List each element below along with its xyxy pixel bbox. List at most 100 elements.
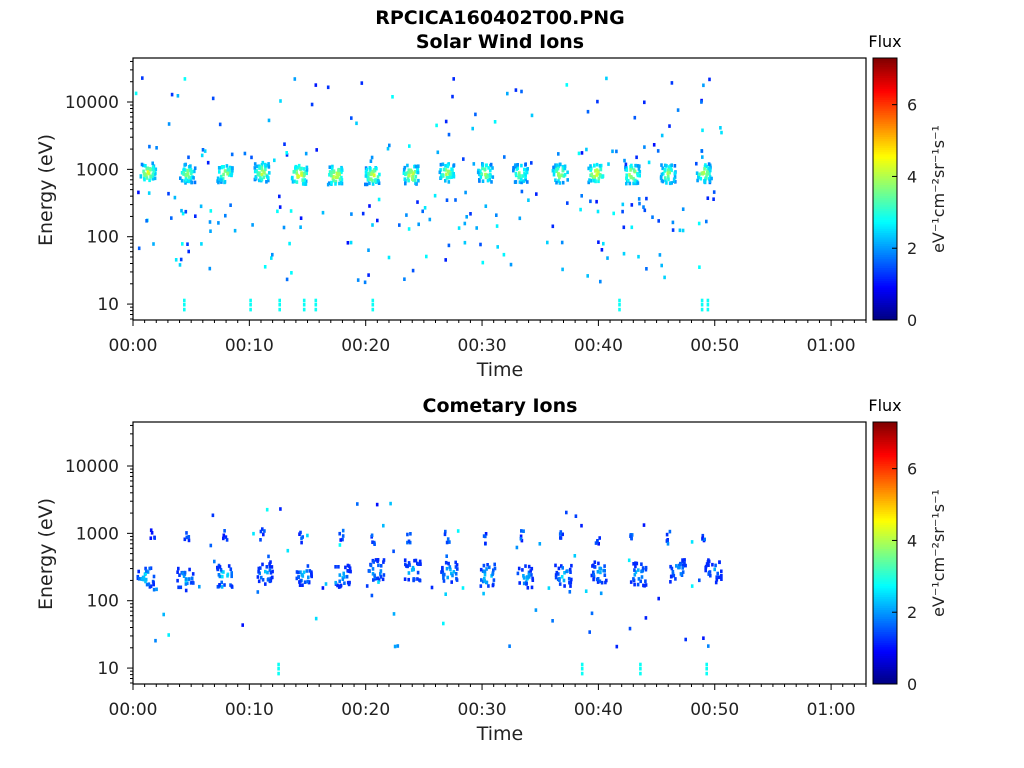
heatmap-cell: [596, 539, 599, 543]
heatmap-cell: [369, 177, 373, 181]
heatmap-cell: [444, 258, 447, 262]
heatmap-cell: [597, 542, 600, 546]
heatmap-cell: [151, 172, 155, 177]
heatmap-cell: [268, 564, 272, 569]
colorbar-segment: [873, 662, 897, 665]
heatmap-cell: [389, 501, 392, 506]
heatmap-cell: [229, 203, 232, 207]
colorbar-segment: [873, 511, 897, 515]
colorbar-segment: [873, 498, 897, 501]
colorbar-segment: [873, 295, 897, 299]
heatmap-cell: [230, 152, 234, 157]
heatmap-cell: [230, 584, 234, 588]
heatmap-cell: [289, 209, 293, 213]
colorbar-segment: [873, 539, 897, 543]
heatmap-cell: [611, 149, 614, 154]
heatmap-cell: [447, 162, 450, 166]
heatmap-cell: [368, 181, 371, 186]
heatmap-cell: [350, 116, 353, 120]
heatmap-cell: [596, 170, 600, 175]
heatmap-cell: [149, 168, 152, 172]
heatmap-cell: [579, 207, 582, 212]
heatmap-cell: [363, 280, 367, 285]
x-axis-label: Time: [476, 359, 524, 381]
heatmap-cell: [684, 563, 687, 568]
heatmap-cell: [553, 169, 556, 174]
heatmap-cell: [271, 252, 274, 257]
heatmap-cell: [527, 564, 531, 569]
heatmap-cell: [417, 562, 420, 566]
heatmap-cell: [338, 181, 341, 186]
heatmap-cell: [647, 160, 651, 165]
colorbar-segment: [873, 315, 897, 319]
colorbar-segment: [873, 489, 897, 493]
heatmap-cell: [265, 180, 268, 184]
colorbar: 0 2 4 6: [872, 421, 917, 694]
heatmap-cell: [378, 172, 381, 177]
heatmap-cell: [444, 119, 448, 124]
heatmap-cell: [371, 567, 375, 571]
heatmap-cell: [644, 616, 648, 620]
heatmap-cell: [277, 666, 280, 671]
heatmap-cell: [148, 566, 151, 571]
heatmap-cell: [370, 533, 374, 538]
heatmap-cell: [233, 228, 237, 233]
heatmap-cell: [630, 163, 633, 168]
heatmap-cell: [491, 572, 494, 577]
x-tick-label: 00:10: [225, 700, 274, 720]
heatmap-cell: [644, 583, 648, 587]
heatmap-cell: [355, 121, 358, 126]
colorbar-segment: [873, 441, 897, 445]
heatmap-cell: [559, 536, 562, 540]
heatmap-cell: [697, 221, 701, 226]
heatmap-cell: [290, 271, 293, 275]
colorbar-segment: [873, 199, 897, 203]
colorbar-segment: [873, 254, 897, 258]
heatmap-cell: [592, 573, 595, 577]
colorbar-segment: [873, 461, 897, 464]
heatmap-cell: [633, 568, 636, 572]
heatmap-cell: [296, 570, 300, 575]
colorbar-segment: [873, 138, 897, 142]
heatmap-cell: [145, 582, 149, 587]
heatmap-cell: [488, 565, 491, 570]
heatmap-cell: [618, 298, 621, 303]
heatmap-cell: [216, 565, 220, 570]
heatmap-cell: [407, 571, 411, 575]
heatmap-cell: [643, 145, 646, 149]
heatmap-cell: [569, 584, 572, 588]
heatmap-cell: [293, 179, 296, 184]
heatmap-cell: [372, 560, 375, 564]
colorbar-segment: [873, 317, 897, 321]
heatmap-cell: [567, 576, 571, 581]
heatmap-cell: [377, 580, 380, 584]
heatmap-cell: [315, 148, 318, 152]
panel-title: Solar Wind Ions: [416, 31, 584, 53]
heatmap-cell: [300, 540, 303, 545]
heatmap-cell: [346, 569, 349, 573]
colorbar-unit: eV⁻¹cm⁻²sr⁻¹s⁻¹: [929, 125, 948, 253]
colorbar-segment: [873, 147, 897, 151]
heatmap-cell: [441, 162, 445, 167]
heatmap-cell: [640, 562, 643, 566]
heatmap-cell: [454, 198, 457, 202]
heatmap-cell: [637, 568, 640, 572]
colorbar-segment: [873, 491, 897, 495]
heatmap-cell: [558, 181, 562, 185]
heatmap-cell: [525, 582, 528, 586]
heatmap-cell: [714, 563, 717, 568]
colorbar-segment: [873, 271, 897, 275]
colorbar-segment: [873, 116, 897, 120]
heatmap-cell: [643, 208, 647, 213]
heatmap-cell: [263, 265, 267, 269]
colorbar-segment: [873, 561, 897, 565]
heatmap-cell: [330, 170, 333, 175]
heatmap-cell: [630, 533, 634, 537]
heatmap-cell: [302, 307, 306, 312]
heatmap-cell: [456, 567, 459, 571]
heatmap-cell: [368, 177, 371, 181]
heatmap-cell: [605, 76, 608, 81]
heatmap-cell: [702, 83, 705, 88]
heatmap-cell: [672, 573, 676, 578]
heatmap-cell: [406, 171, 410, 175]
